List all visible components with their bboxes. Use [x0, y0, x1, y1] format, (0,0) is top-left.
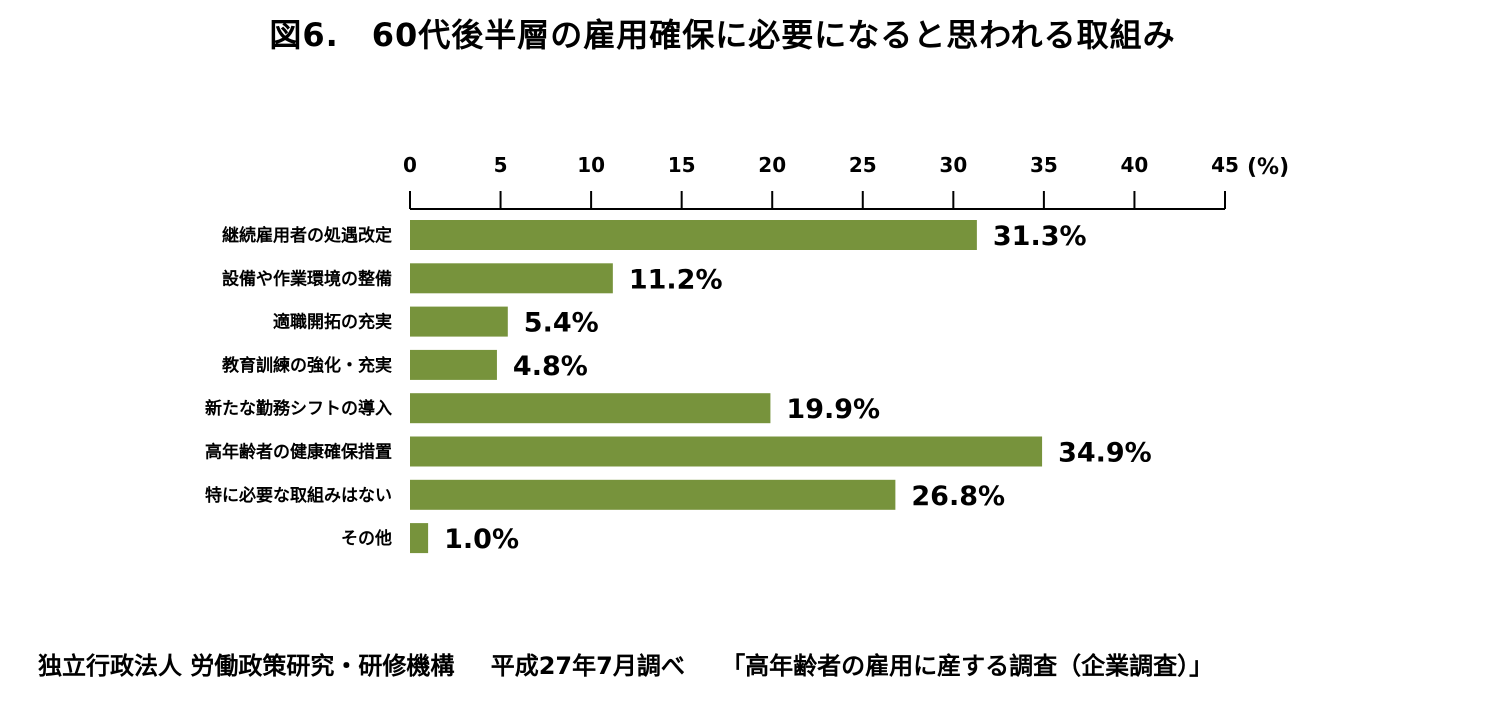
bar: [410, 393, 771, 424]
bar: [410, 349, 497, 380]
category-label: その他: [341, 528, 392, 549]
data-label: 31.3%: [993, 221, 1087, 252]
x-tick-label: 10: [577, 153, 605, 177]
bar: [410, 263, 613, 294]
category-label: 特に必要な取組みはない: [205, 485, 392, 506]
source-footer: 独立行政法人 労働政策研究・研修機構 平成27年7月調べ 「高年齢者の雇用に産す…: [38, 646, 1241, 681]
bar: [410, 523, 429, 554]
source-date: 平成27年7月調べ: [490, 652, 685, 680]
bar: [410, 220, 977, 250]
source-org: 独立行政法人 労働政策研究・研修機構: [38, 652, 455, 680]
bar: [410, 479, 896, 510]
x-tick-label: 0: [403, 153, 417, 177]
bar: [410, 306, 508, 337]
data-label: 34.9%: [1058, 438, 1152, 469]
bar: [410, 436, 1043, 467]
data-label: 19.9%: [786, 394, 880, 425]
x-tick-label: 30: [939, 153, 967, 177]
data-label: 26.8%: [911, 481, 1005, 512]
category-label: 新たな勤務シフトの導入: [205, 398, 392, 419]
x-axis-unit-label: (%): [1247, 155, 1289, 180]
category-label: 継続雇用者の処遇改定: [222, 225, 392, 246]
x-tick-label: 5: [494, 153, 508, 177]
category-label: 適職開拓の充実: [273, 312, 392, 333]
data-label: 5.4%: [524, 308, 599, 339]
source-survey: 「高年齢者の雇用に産する調査（企業調査）」: [721, 652, 1214, 680]
data-label: 11.2%: [629, 264, 723, 295]
x-tick-label: 15: [668, 153, 696, 177]
x-tick-label: 45: [1211, 153, 1239, 177]
chart-title: 図6. 60代後半層の雇用確保に必要になると思われる取組み: [269, 16, 1176, 54]
x-tick-label: 40: [1121, 153, 1149, 177]
category-label: 高年齢者の健康確保措置: [205, 442, 392, 463]
category-label: 教育訓練の強化・充実: [221, 355, 392, 376]
data-label: 1.0%: [444, 524, 519, 555]
x-tick-label: 35: [1030, 153, 1058, 177]
x-tick-label: 20: [758, 153, 786, 177]
category-label: 設備や作業環境の整備: [222, 268, 392, 289]
data-label: 4.8%: [513, 351, 588, 382]
x-tick-label: 25: [849, 153, 877, 177]
